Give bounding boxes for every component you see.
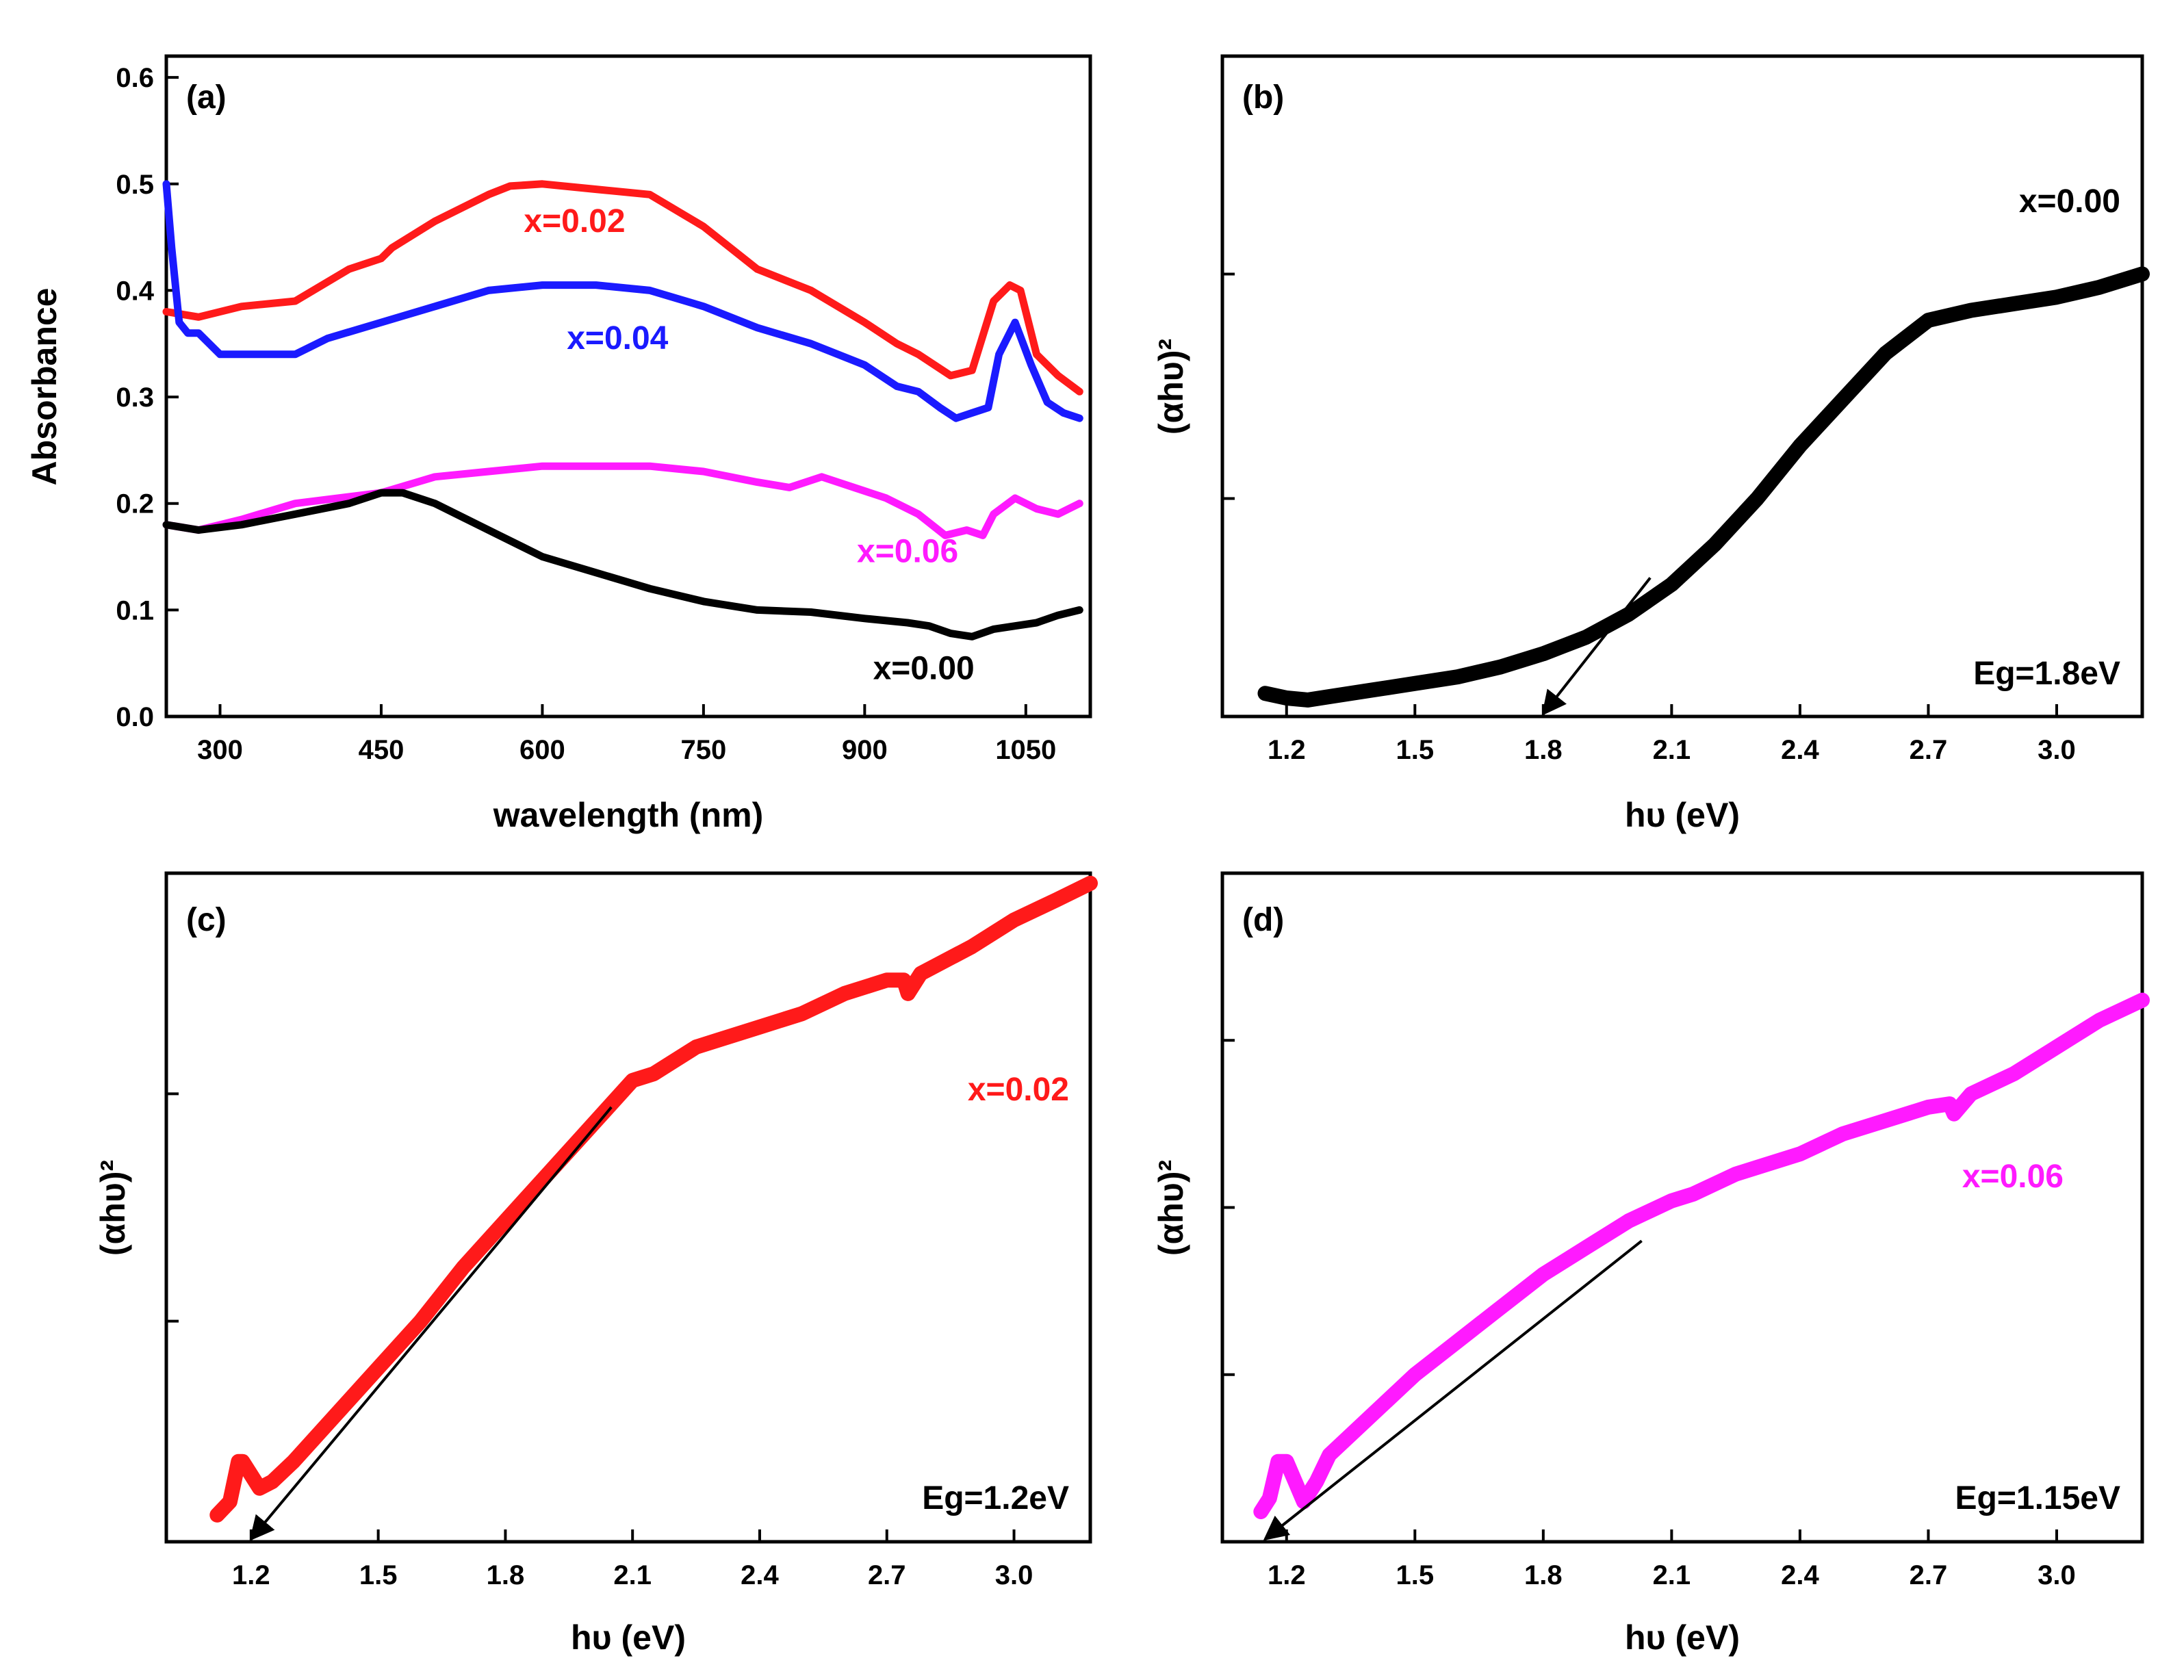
- y-tick-label-a: 0.5: [116, 170, 154, 200]
- y-ticks-c: [166, 1092, 179, 1323]
- y-axis-title-a: Absorbance: [25, 288, 64, 486]
- annotation-d-label: x=0.06: [1962, 1159, 2064, 1195]
- annotation-a-x006: x=0.06: [857, 533, 958, 569]
- annotation-b-eg: Eg=1.8eV: [1973, 656, 2120, 692]
- series-line-a-x002: [162, 180, 1083, 396]
- x-ticks-c: [249, 1529, 1016, 1542]
- x-tick-label-d: 1.5: [1396, 1560, 1434, 1590]
- fit-arrow-b: [1541, 577, 1652, 716]
- x-ticks-b: [1285, 704, 2058, 716]
- plot-frame-a: [164, 54, 1092, 719]
- plot-frame-d: [1220, 871, 2144, 1544]
- y-axis-title-d: (αhυ)²: [1152, 1160, 1190, 1256]
- series-line-d-x006: [1253, 992, 2150, 1519]
- x-tick-label-d: 1.8: [1524, 1560, 1563, 1590]
- fit-arrow-d: [1263, 1239, 1643, 1541]
- plot-frame-c: [164, 871, 1092, 1544]
- annotations-c: x=0.02 Eg=1.2eV: [922, 1072, 1069, 1516]
- x-axis-title-c: hυ (eV): [571, 1618, 686, 1657]
- y-tick-label-a: 0.3: [116, 383, 154, 413]
- y-tick-label-a: 0.6: [116, 63, 154, 93]
- x-tick-label-a: 300: [197, 735, 243, 765]
- series-group-b: [1257, 266, 2150, 708]
- annotation-b-label: x=0.00: [2019, 183, 2120, 220]
- x-axis-title-a: wavelength (nm): [493, 796, 763, 834]
- x-tick-label-c: 1.5: [359, 1560, 398, 1590]
- x-tick-label-d: 2.7: [1910, 1560, 1948, 1590]
- x-tick-label-b: 1.8: [1524, 735, 1563, 765]
- annotation-c-eg: Eg=1.2eV: [922, 1480, 1069, 1516]
- y-tick-label-a: 0.2: [116, 489, 154, 519]
- annotations-a: x=0.02 x=0.04 x=0.06 x=0.00: [524, 203, 974, 687]
- x-tick-label-d: 2.1: [1653, 1560, 1691, 1590]
- panel-c: (c) hυ (eV) (αhυ)² 1.2 1.5 1.8 2.1 2.4 2…: [94, 871, 1098, 1657]
- series-line-a-x004: [162, 180, 1083, 422]
- annotations-b: x=0.00 Eg=1.8eV: [1973, 183, 2120, 692]
- x-tick-label-c: 1.8: [487, 1560, 525, 1590]
- x-tick-label-b: 1.5: [1396, 735, 1434, 765]
- annotations-d: x=0.06 Eg=1.15eV: [1955, 1159, 2121, 1516]
- x-tick-label-c: 1.2: [232, 1560, 270, 1590]
- y-tick-labels-a: 0.0 0.1 0.2 0.3 0.4 0.5 0.6: [116, 63, 154, 732]
- series-line-a-x006: [162, 462, 1083, 539]
- annotation-a-x000: x=0.00: [873, 651, 975, 687]
- panel-label-d: (d): [1242, 902, 1284, 938]
- panel-label-b: (b): [1242, 79, 1284, 116]
- series-line-c-x002: [209, 875, 1098, 1523]
- x-ticks-d: [1285, 1529, 2058, 1542]
- x-tick-label-d: 2.4: [1781, 1560, 1819, 1590]
- series-group-c: [209, 875, 1098, 1523]
- x-axis-title-b: hυ (eV): [1625, 796, 1740, 834]
- y-ticks-a: [166, 76, 179, 718]
- x-tick-label-a: 450: [359, 735, 404, 765]
- x-tick-label-b: 2.7: [1910, 735, 1948, 765]
- x-tick-label-b: 1.2: [1268, 735, 1306, 765]
- panel-b: (b) hυ (eV) (αhυ)² 1.2 1.5 1.8 2.1 2.4 2…: [1152, 54, 2150, 834]
- x-tick-label-c: 2.7: [868, 1560, 906, 1590]
- x-tick-labels-a: 300 450 600 750 900 1050: [197, 735, 1056, 765]
- plot-frame-b: [1220, 54, 2144, 719]
- panel-d: (d) hυ (eV) (αhυ)² 1.2 1.5 1.8 2.1 2.4 2…: [1152, 871, 2150, 1657]
- x-tick-label-a: 600: [519, 735, 565, 765]
- x-tick-label-a: 750: [681, 735, 727, 765]
- x-tick-label-d: 1.2: [1268, 1560, 1306, 1590]
- series-line-b-x000: [1257, 266, 2150, 708]
- panel-a: (a) wavelength (nm) Absorbance 300 450 6…: [25, 54, 1092, 834]
- x-tick-label-a: 900: [842, 735, 888, 765]
- y-axis-title-b: (αhυ)²: [1152, 339, 1190, 435]
- x-tick-label-c: 2.1: [613, 1560, 652, 1590]
- y-ticks-b: [1222, 272, 1235, 500]
- annotation-a-x002: x=0.02: [524, 203, 625, 240]
- x-tick-labels-b: 1.2 1.5 1.8 2.1 2.4 2.7 3.0: [1268, 735, 2076, 765]
- x-tick-label-b: 2.1: [1653, 735, 1691, 765]
- series-group-a: [162, 180, 1083, 641]
- x-tick-labels-c: 1.2 1.5 1.8 2.1 2.4 2.7 3.0: [232, 1560, 1033, 1590]
- y-tick-label-a: 0.0: [116, 702, 154, 732]
- x-tick-labels-d: 1.2 1.5 1.8 2.1 2.4 2.7 3.0: [1268, 1560, 2076, 1590]
- panel-label-a: (a): [186, 79, 227, 116]
- x-ticks-a: [218, 704, 1027, 716]
- x-axis-title-d: hυ (eV): [1625, 1618, 1740, 1657]
- annotation-c-label: x=0.02: [968, 1072, 1069, 1108]
- series-group-d: [1253, 992, 2150, 1519]
- x-tick-label-b: 3.0: [2038, 735, 2076, 765]
- x-tick-label-c: 3.0: [995, 1560, 1033, 1590]
- x-tick-label-c: 2.4: [741, 1560, 779, 1590]
- series-line-a-x000: [162, 489, 1083, 641]
- y-tick-label-a: 0.4: [116, 276, 154, 306]
- panel-label-c: (c): [186, 902, 227, 938]
- y-axis-title-c: (αhυ)²: [94, 1160, 132, 1256]
- fit-arrow-c: [249, 1106, 613, 1541]
- annotation-d-eg: Eg=1.15eV: [1955, 1480, 2121, 1516]
- y-ticks-d: [1222, 1039, 1235, 1376]
- x-tick-label-d: 3.0: [2038, 1560, 2076, 1590]
- y-tick-label-a: 0.1: [116, 595, 154, 625]
- x-tick-label-a: 1050: [995, 735, 1056, 765]
- annotation-a-x004: x=0.04: [567, 320, 668, 357]
- x-tick-label-b: 2.4: [1781, 735, 1819, 765]
